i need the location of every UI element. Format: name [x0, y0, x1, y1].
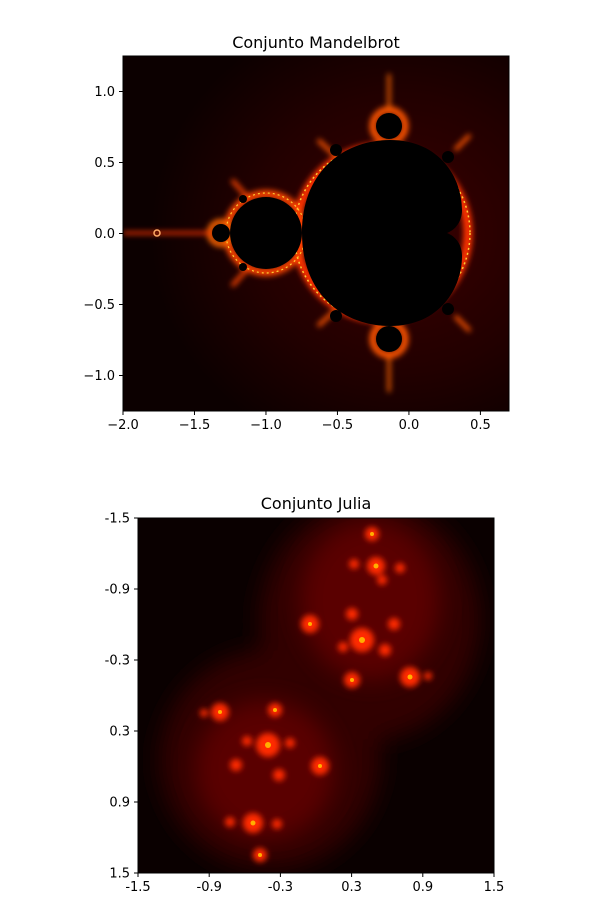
y-tick-label: -0.3	[105, 654, 130, 669]
mandelbrot-title: Conjunto Mandelbrot	[232, 33, 400, 52]
x-tick-label: −1.0	[250, 418, 282, 433]
x-tick-label: -0.3	[268, 880, 293, 895]
x-tick-label: 1.5	[484, 880, 505, 895]
x-tick-label: −0.5	[322, 418, 354, 433]
julia-x-ticks: -1.5 -0.9 -0.3 0.3 0.9 1.5	[125, 873, 504, 895]
x-tick-label: 0.0	[399, 418, 420, 433]
mandelbrot-chart: Conjunto Mandelbrot	[83, 33, 510, 433]
y-tick-label: 0.0	[94, 227, 115, 242]
y-tick-label: −0.5	[83, 298, 115, 313]
x-tick-label: −2.0	[107, 418, 139, 433]
x-tick-label: 0.3	[341, 880, 362, 895]
y-tick-label: 1.0	[94, 85, 115, 100]
x-tick-label: -1.5	[125, 880, 150, 895]
julia-y-ticks: -1.5 -0.9 -0.3 0.3 0.9 1.5	[105, 512, 138, 882]
x-tick-label: 0.5	[470, 418, 491, 433]
y-tick-label: 0.3	[109, 725, 130, 740]
y-tick-label: 1.5	[109, 867, 130, 882]
y-tick-label: -1.5	[105, 512, 130, 527]
mandelbrot-x-ticks: −2.0 −1.5 −1.0 −0.5 0.0 0.5	[107, 411, 491, 433]
julia-title: Conjunto Julia	[261, 494, 372, 513]
y-tick-label: −1.0	[83, 369, 115, 384]
x-tick-label: −1.5	[179, 418, 211, 433]
x-tick-label: 0.9	[412, 880, 433, 895]
julia-chart: Conjunto Julia	[105, 494, 505, 895]
y-tick-label: -0.9	[105, 583, 130, 598]
y-tick-label: 0.9	[109, 796, 130, 811]
y-tick-label: 0.5	[94, 156, 115, 171]
julia-frame	[137, 517, 495, 874]
mandelbrot-image	[123, 56, 509, 411]
x-tick-label: -0.9	[197, 880, 222, 895]
julia-image	[138, 518, 494, 873]
mandelbrot-y-ticks: 1.0 0.5 0.0 −0.5 −1.0	[83, 85, 123, 384]
